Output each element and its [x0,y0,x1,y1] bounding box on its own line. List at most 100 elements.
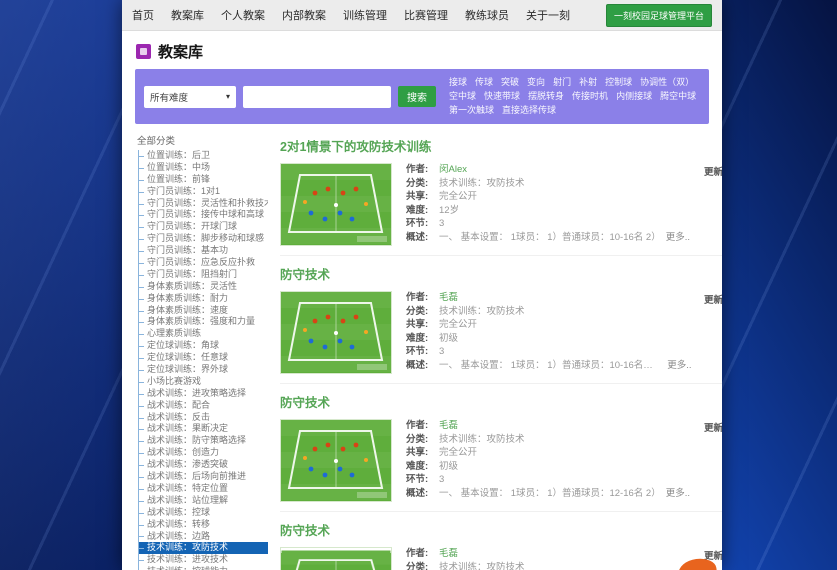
listing-card: 2对1情景下的攻防技术训练 [280,132,722,256]
platform-button[interactable]: 一刻校园足球管理平台 [605,3,712,27]
nav-item[interactable]: 比赛管理 [404,10,448,22]
author-label: 作者: [406,548,429,559]
tag-link[interactable]: 传球 [475,77,494,87]
tag-link[interactable]: 腾空中球 [660,91,697,101]
sidebar-category-item[interactable]: 定位球训练：任意球 [139,352,268,364]
tag-link[interactable]: 传接时机 [572,91,609,101]
sidebar-category-item[interactable]: 位置训练：中场 [139,162,268,174]
sidebar-category-item[interactable]: 守门员训练：应急反应扑救 [139,257,268,269]
listing-card: 防守技术 [280,388,722,512]
sidebar-category-item[interactable]: 战术训练：控球 [139,507,268,519]
listing-title[interactable]: 2对1情景下的攻防技术训练 [280,140,432,154]
sidebar-category-item[interactable]: 位置训练：前锋 [139,174,268,186]
sidebar-category-item[interactable]: 身体素质训练：耐力 [139,293,268,305]
author-value[interactable]: 毛磊 [439,292,459,303]
tag-link[interactable]: 内侧接球 [616,91,653,101]
sidebar-category-item[interactable]: 守门员训练：1对1 [139,186,268,198]
tag-link[interactable]: 变向 [527,77,546,87]
listing-thumbnail[interactable] [280,291,392,374]
category-label: 分类: [406,177,429,189]
sidebar-category-item[interactable]: 定位球训练：角球 [139,340,268,352]
more-link[interactable]: 更多.. [665,231,690,243]
sidebar-category-item[interactable]: 技术训练：进攻技术 [139,554,268,566]
sidebar-category-item[interactable]: 战术训练：防守策略选择 [139,435,268,447]
listing-meta: 作者: 毛磊 分类: 技术训练：攻防技术 共享: 完全公开 难度: 初级 环节: 3 概述… [406,291,722,374]
sidebar-category-item[interactable]: 战术训练：转移 [139,519,268,531]
author-value[interactable]: 毛磊 [439,548,459,559]
summary-label: 概述: [406,359,429,371]
sidebar-category-item[interactable]: 守门员训练：脚步移动和球感 [139,233,268,245]
author-value[interactable]: 闵Alex [439,164,467,175]
sidebar-category-item[interactable]: 身体素质训练：灵活性 [139,281,268,293]
listing-thumbnail[interactable] [280,163,392,246]
nav-item[interactable]: 关于一刻 [526,10,570,22]
sidebar-category-item[interactable]: 战术训练：进攻策略选择 [139,388,268,400]
sections-value: 3 [439,474,445,486]
listing-title[interactable]: 防守技术 [280,396,331,410]
tag-link[interactable]: 控制球 [605,77,633,87]
sidebar-category-item[interactable]: 守门员训练：阻挡射门 [139,269,268,281]
difficulty-value: 12岁 [439,204,460,216]
sidebar-category-item[interactable]: 战术训练：果断决定 [139,423,268,435]
author-value[interactable]: 毛磊 [439,420,459,431]
sidebar-category-item[interactable]: 守门员训练：开球门球 [139,221,268,233]
listing-title[interactable]: 防守技术 [280,268,331,282]
sidebar-category-item[interactable]: 战术训练：配合 [139,400,268,412]
tag-link[interactable]: 补射 [579,77,598,87]
tag-link[interactable]: 空中球 [449,91,477,101]
sections-value: 3 [439,218,445,230]
difficulty-label: 难度: [406,460,429,472]
tag-link[interactable]: 突破 [501,77,520,87]
sidebar-category-item[interactable]: 战术训练：渗透突破 [139,459,268,471]
tag-link[interactable]: 快速带球 [484,91,521,101]
top-nav: 首页 教案库 个人教案 内部教案 训练管理 比赛管理 教练球员 关于一刻 一刻校园足球管理平台 [122,0,722,31]
author-label: 作者: [406,420,429,431]
sidebar-category-item[interactable]: 定位球训练：界外球 [139,364,268,376]
sidebar-category-item[interactable]: 战术训练：边路 [139,531,268,543]
content-area: 全部分类 位置训练：后卫 位置训练：中场 位置训练：前锋 守门员训练：1对1 守门员训练… [122,124,722,570]
nav-menu: 首页 教案库 个人教案 内部教案 训练管理 比赛管理 教练球员 关于一刻 [132,7,570,23]
search-input[interactable] [243,85,391,108]
listing-title[interactable]: 防守技术 [280,524,331,538]
search-button[interactable]: 搜索 [398,86,436,107]
sidebar-category-item[interactable]: 守门员训练：基本功 [139,245,268,257]
sidebar-category-item[interactable]: 守门员训练：接传中球和高球 [139,209,268,221]
listing-thumbnail[interactable] [280,547,392,570]
tag-link[interactable]: 摆脱转身 [528,91,565,101]
sidebar-category-item[interactable]: 小场比赛游戏 [139,376,268,388]
tag-link[interactable]: 接球 [449,77,468,87]
nav-item[interactable]: 教案库 [171,10,204,22]
updated-label: 更新: [703,551,722,562]
nav-item[interactable]: 个人教案 [221,10,265,22]
sidebar-category-item[interactable]: 位置训练：后卫 [139,150,268,162]
category-label: 分类: [406,433,429,445]
sidebar-category-item[interactable]: 身体素质训练：速度 [139,305,268,317]
difficulty-select[interactable]: 所有难度 ▾ [144,85,236,108]
sidebar-category-item[interactable]: 战术训练：创造力 [139,447,268,459]
sidebar-category-item[interactable]: 心理素质训练 [139,328,268,340]
summary-value: 一、 基本设置： 1球员： 1）普通球员：12-16名 2） [439,487,661,499]
nav-item[interactable]: 教练球员 [465,10,509,22]
sidebar-category-item[interactable]: 战术训练：站位理解 [139,495,268,507]
sidebar-category-item[interactable]: 技术训练：控球能力 [139,566,268,570]
listing-area: 2对1情景下的攻防技术训练 [268,132,722,570]
tag-link[interactable]: 协调性（双） [640,77,695,87]
share-label: 共享: [406,191,429,203]
sidebar-category-item[interactable]: 战术训练：反击 [139,412,268,424]
sidebar-category-item[interactable]: 战术训练：后场向前推进 [139,471,268,483]
listing-thumbnail[interactable] [280,419,392,502]
more-link[interactable]: 更多.. [665,487,690,499]
page-header: 教案库 [122,31,722,69]
listing-meta: 作者: 毛磊 分类: 技术训练：攻防技术 共享: 完全公开 难度: 初级 环节: 3 概述… [406,419,722,502]
sidebar-category-item[interactable]: 守门员训练：灵活性和扑救技术 [139,198,268,210]
tag-link[interactable]: 射门 [553,77,572,87]
sidebar-category-item[interactable]: 身体素质训练：强度和力量 [139,316,268,328]
nav-item[interactable]: 训练管理 [343,10,387,22]
more-link[interactable]: 更多.. [667,359,692,371]
nav-item[interactable]: 内部教案 [282,10,326,22]
sidebar-category-item[interactable]: 技术训练：攻防技术 [139,542,268,555]
nav-item[interactable]: 首页 [132,10,154,22]
tag-link[interactable]: 第一次触球 [449,105,495,115]
sidebar-category-item[interactable]: 战术训练：特定位置 [139,483,268,495]
tag-link[interactable]: 直接选择传球 [502,105,557,115]
